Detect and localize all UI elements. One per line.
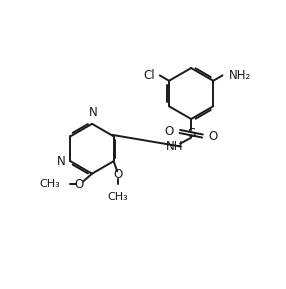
- Text: O: O: [209, 129, 218, 142]
- Text: Cl: Cl: [143, 69, 155, 82]
- Text: S: S: [187, 127, 195, 140]
- Text: NH: NH: [166, 140, 184, 153]
- Text: O: O: [164, 125, 174, 138]
- Text: CH₃: CH₃: [39, 179, 60, 189]
- Text: O: O: [113, 168, 122, 181]
- Text: N: N: [89, 106, 98, 119]
- Text: N: N: [57, 155, 65, 168]
- Text: O: O: [74, 178, 83, 191]
- Text: CH₃: CH₃: [108, 192, 128, 202]
- Text: NH₂: NH₂: [229, 69, 251, 82]
